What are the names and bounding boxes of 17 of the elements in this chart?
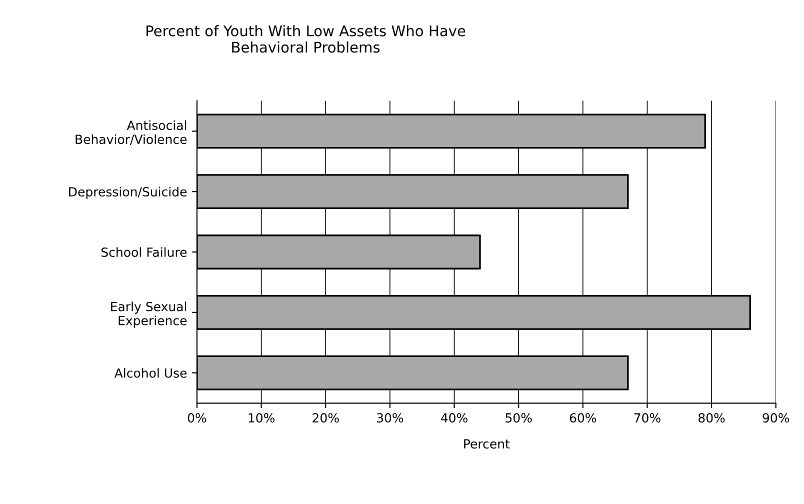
x-tick-label: 0% xyxy=(188,413,206,423)
x-tick-label: 80% xyxy=(698,413,725,423)
x-tick-label: 10% xyxy=(248,413,274,423)
x-axis-title: Percent xyxy=(464,439,510,449)
x-tick-label: 20% xyxy=(312,413,339,423)
y-tick-label: Antisocial Behavior/Violence xyxy=(76,120,187,146)
x-tick-label: 60% xyxy=(570,413,596,423)
chart-title: Percent of Youth With Low Assets Who Have Behavioral Problems xyxy=(146,25,466,53)
x-tick-label: 50% xyxy=(506,413,532,423)
y-tick-label: Alcohol Use xyxy=(114,368,187,378)
y-tick-label: School Failure xyxy=(101,247,187,257)
x-tick-label: 40% xyxy=(440,413,468,423)
x-tick-label: 90% xyxy=(762,413,790,423)
y-tick-label: Early Sexual Experience xyxy=(111,302,187,328)
x-tick-label: 70% xyxy=(634,413,660,423)
y-tick-label: Depression/Suicide xyxy=(69,186,187,199)
x-tick-label: 30% xyxy=(377,413,404,423)
